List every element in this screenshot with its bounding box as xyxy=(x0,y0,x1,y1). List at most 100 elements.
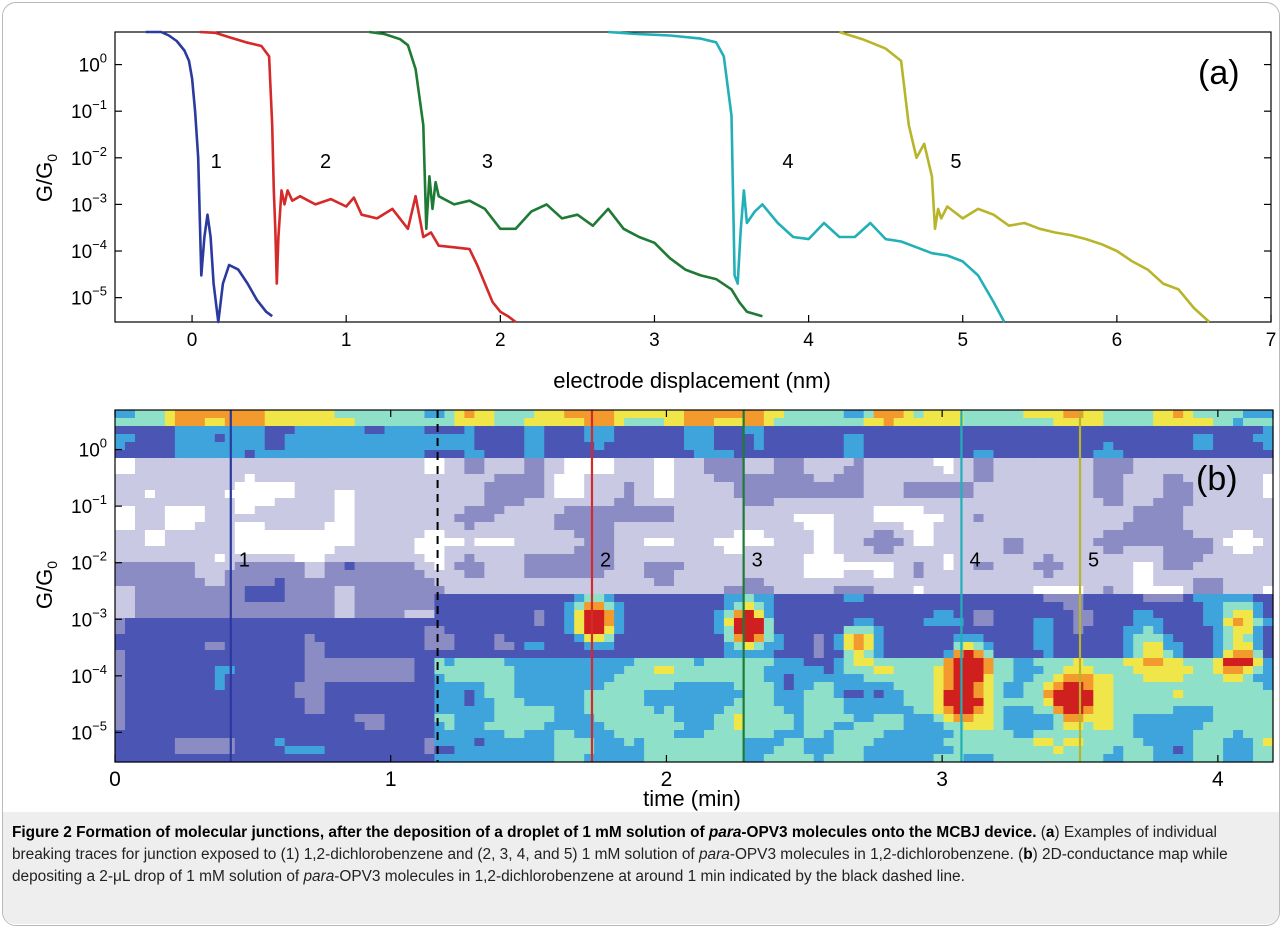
heatmap-cell xyxy=(1133,618,1144,627)
heatmap-cell xyxy=(1043,562,1054,571)
heatmap-cell xyxy=(1063,594,1074,603)
heatmap-cell xyxy=(634,642,645,651)
heatmap-cell xyxy=(903,706,915,715)
heatmap-cell xyxy=(524,602,535,611)
heatmap-cell xyxy=(674,490,685,499)
heatmap-cell xyxy=(1073,498,1084,507)
heatmap-cell xyxy=(144,490,156,499)
heatmap-cell xyxy=(953,658,965,667)
heatmap-cell xyxy=(733,706,745,715)
heatmap-cell xyxy=(544,642,555,651)
heatmap-cell xyxy=(254,610,266,619)
panel-a-y-label: G/G0 xyxy=(32,154,60,202)
heatmap-cell xyxy=(394,562,406,571)
heatmap-cell xyxy=(204,482,216,491)
heatmap-cell xyxy=(1023,546,1035,555)
heatmap-cell xyxy=(354,730,366,739)
heatmap-cell xyxy=(1213,442,1224,451)
heatmap-cell xyxy=(1223,562,1234,571)
heatmap-cell xyxy=(254,498,266,507)
heatmap-cell xyxy=(464,418,475,427)
heatmap-cell xyxy=(733,410,745,419)
heatmap-cell xyxy=(743,466,755,475)
heatmap-cell xyxy=(684,482,695,491)
heatmap-cell xyxy=(664,634,675,643)
heatmap-cell xyxy=(1093,690,1104,699)
heatmap-cell xyxy=(773,434,785,443)
heatmap-cell xyxy=(144,738,156,747)
heatmap-cell xyxy=(204,522,216,531)
heatmap-cell xyxy=(1093,554,1104,563)
heatmap-cell xyxy=(1143,722,1154,731)
heatmap-cell xyxy=(284,602,296,611)
heatmap-cell xyxy=(1103,698,1114,707)
heatmap-cell xyxy=(134,658,146,667)
heatmap-cell xyxy=(504,610,515,619)
heatmap-cell xyxy=(274,418,286,427)
heatmap-cell xyxy=(664,458,675,467)
heatmap-cell xyxy=(903,586,915,595)
heatmap-cell xyxy=(594,490,605,499)
heatmap-cell xyxy=(234,690,246,699)
heatmap-cell xyxy=(1173,714,1184,723)
heatmap-cell xyxy=(134,562,146,571)
heatmap-cell xyxy=(1013,530,1025,539)
heatmap-cell xyxy=(893,514,905,523)
heatmap-cell xyxy=(324,442,336,451)
heatmap-cell xyxy=(1103,514,1114,523)
heatmap-cell xyxy=(873,586,885,595)
heatmap-cell xyxy=(723,522,735,531)
heatmap-cell xyxy=(803,698,815,707)
heatmap-cell xyxy=(464,754,475,763)
heatmap-cell xyxy=(124,738,136,747)
heatmap-cell xyxy=(1093,586,1104,595)
heatmap-cell xyxy=(204,658,216,667)
heatmap-cell xyxy=(853,482,865,491)
heatmap-cell xyxy=(374,538,386,547)
heatmap-cell xyxy=(374,458,386,467)
heatmap-cell xyxy=(1103,506,1114,515)
heatmap-cell xyxy=(164,458,176,467)
heatmap-cell xyxy=(484,490,495,499)
heatmap-cell xyxy=(1233,410,1244,419)
heatmap-cell xyxy=(164,530,176,539)
heatmap-cell xyxy=(1123,690,1134,699)
heatmap-cell xyxy=(324,626,336,635)
heatmap-cell xyxy=(334,498,346,507)
heatmap-cell xyxy=(344,522,356,531)
heatmap-cell xyxy=(334,586,346,595)
heatmap-cell xyxy=(684,602,695,611)
heatmap-cell xyxy=(873,570,885,579)
heatmap-cell xyxy=(853,754,865,763)
heatmap-cell xyxy=(823,634,835,643)
heatmap-cell xyxy=(514,690,525,699)
heatmap-cell xyxy=(1043,514,1054,523)
heatmap-cell xyxy=(843,698,855,707)
heatmap-cell xyxy=(234,738,246,747)
heatmap-cell xyxy=(1143,666,1154,675)
heatmap-cell xyxy=(494,474,505,483)
heatmap-cell xyxy=(943,650,955,659)
heatmap-cell xyxy=(923,490,935,499)
heatmap-cell xyxy=(154,450,166,459)
heatmap-cell xyxy=(154,610,166,619)
heatmap-cell xyxy=(144,754,156,763)
heatmap-cell xyxy=(763,706,775,715)
heatmap-cell xyxy=(284,426,296,435)
heatmap-cell xyxy=(474,458,485,467)
heatmap-cell xyxy=(1193,434,1204,443)
heatmap-cell xyxy=(634,698,645,707)
heatmap-cell xyxy=(1143,738,1154,747)
heatmap-cell xyxy=(983,714,995,723)
heatmap-cell xyxy=(304,690,316,699)
heatmap-cell xyxy=(424,482,436,491)
heatmap-cell xyxy=(314,474,326,483)
heatmap-cell xyxy=(674,586,685,595)
heatmap-cell xyxy=(144,434,156,443)
heatmap-cell xyxy=(434,754,446,763)
heatmap-cell xyxy=(124,410,136,419)
heatmap-cell xyxy=(324,634,336,643)
heatmap-cell xyxy=(983,426,995,435)
heatmap-cell xyxy=(554,602,565,611)
